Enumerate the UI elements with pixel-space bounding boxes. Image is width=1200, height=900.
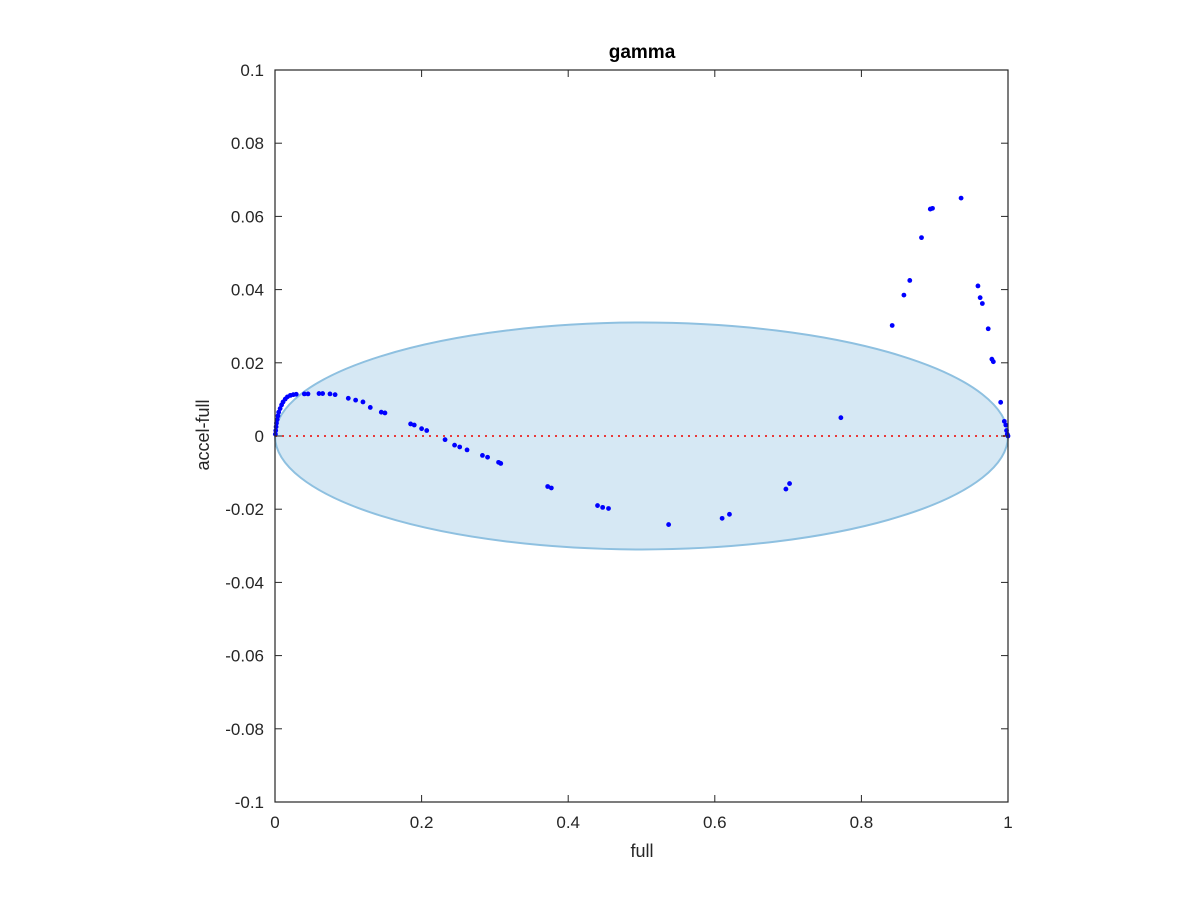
y-axis-label: accel-full	[193, 399, 213, 470]
data-point	[360, 399, 366, 405]
axis-ticks: 0 0.2 0.4 0.6 0.8 1 -0.1 -0.08 -0.06 -0.04 -0.02 0 0…	[225, 61, 1012, 832]
x-tick-label: 0	[270, 813, 279, 832]
y-tick-label: -0.06	[225, 647, 264, 666]
data-point	[548, 485, 554, 491]
data-point	[606, 506, 611, 511]
data-point	[274, 417, 280, 422]
data-point	[838, 415, 844, 421]
data-point	[378, 409, 384, 415]
y-tick-label: 0	[255, 427, 264, 446]
data-point	[666, 522, 672, 527]
data-point	[275, 413, 281, 419]
x-tick-label: 0.6	[703, 813, 727, 832]
data-point	[1003, 422, 1009, 428]
data-point	[485, 454, 490, 460]
data-point	[998, 399, 1004, 405]
data-point	[442, 437, 448, 443]
y-tick-label: 0.04	[231, 281, 264, 300]
data-point	[305, 391, 311, 397]
data-point	[411, 422, 417, 428]
data-point	[316, 391, 322, 396]
data-point	[990, 359, 996, 365]
data-point	[452, 442, 457, 448]
data-point	[367, 405, 373, 410]
data-point	[985, 326, 991, 332]
y-tick-label: 0.06	[231, 207, 264, 226]
chart-title: gamma	[609, 42, 676, 63]
y-tick-label: 0.02	[231, 354, 264, 373]
data-point	[979, 301, 985, 306]
x-tick-label: 0.8	[850, 813, 874, 832]
data-point	[382, 410, 388, 416]
data-point	[320, 391, 326, 396]
data-point	[727, 511, 732, 517]
data-point	[919, 235, 924, 241]
x-axis-label: full	[630, 841, 653, 861]
data-point	[276, 409, 282, 415]
data-point	[301, 391, 307, 397]
y-tick-label: -0.02	[225, 500, 264, 519]
data-point	[277, 406, 283, 411]
data-point	[975, 283, 981, 289]
data-point	[958, 195, 964, 201]
data-point	[907, 278, 913, 283]
y-tick-label: -0.1	[235, 793, 264, 812]
data-point	[600, 504, 606, 510]
y-tick-label: -0.08	[225, 720, 264, 739]
data-point	[457, 444, 463, 450]
data-point	[595, 503, 600, 508]
data-point	[930, 205, 935, 211]
data-point	[545, 484, 551, 489]
y-tick-label: 0.1	[240, 61, 264, 80]
data-point	[1001, 418, 1007, 424]
data-point	[719, 515, 725, 521]
data-point	[787, 481, 792, 486]
data-point	[345, 395, 351, 401]
data-point	[327, 391, 333, 397]
x-tick-label: 0.4	[556, 813, 580, 832]
x-tick-label: 0.2	[410, 813, 434, 832]
data-point	[332, 392, 338, 398]
data-point	[889, 323, 895, 328]
data-point	[783, 486, 789, 492]
y-tick-label: -0.04	[225, 573, 264, 592]
data-point	[901, 292, 907, 298]
data-point	[464, 447, 470, 453]
data-point	[419, 426, 424, 432]
data-point	[353, 397, 359, 403]
x-tick-label: 1	[1003, 813, 1012, 832]
data-point	[480, 452, 485, 458]
data-point	[293, 391, 299, 397]
data-point	[498, 461, 504, 466]
data-point	[408, 421, 414, 427]
data-point	[977, 295, 983, 301]
y-tick-label: 0.08	[231, 134, 264, 153]
data-point	[424, 428, 430, 433]
